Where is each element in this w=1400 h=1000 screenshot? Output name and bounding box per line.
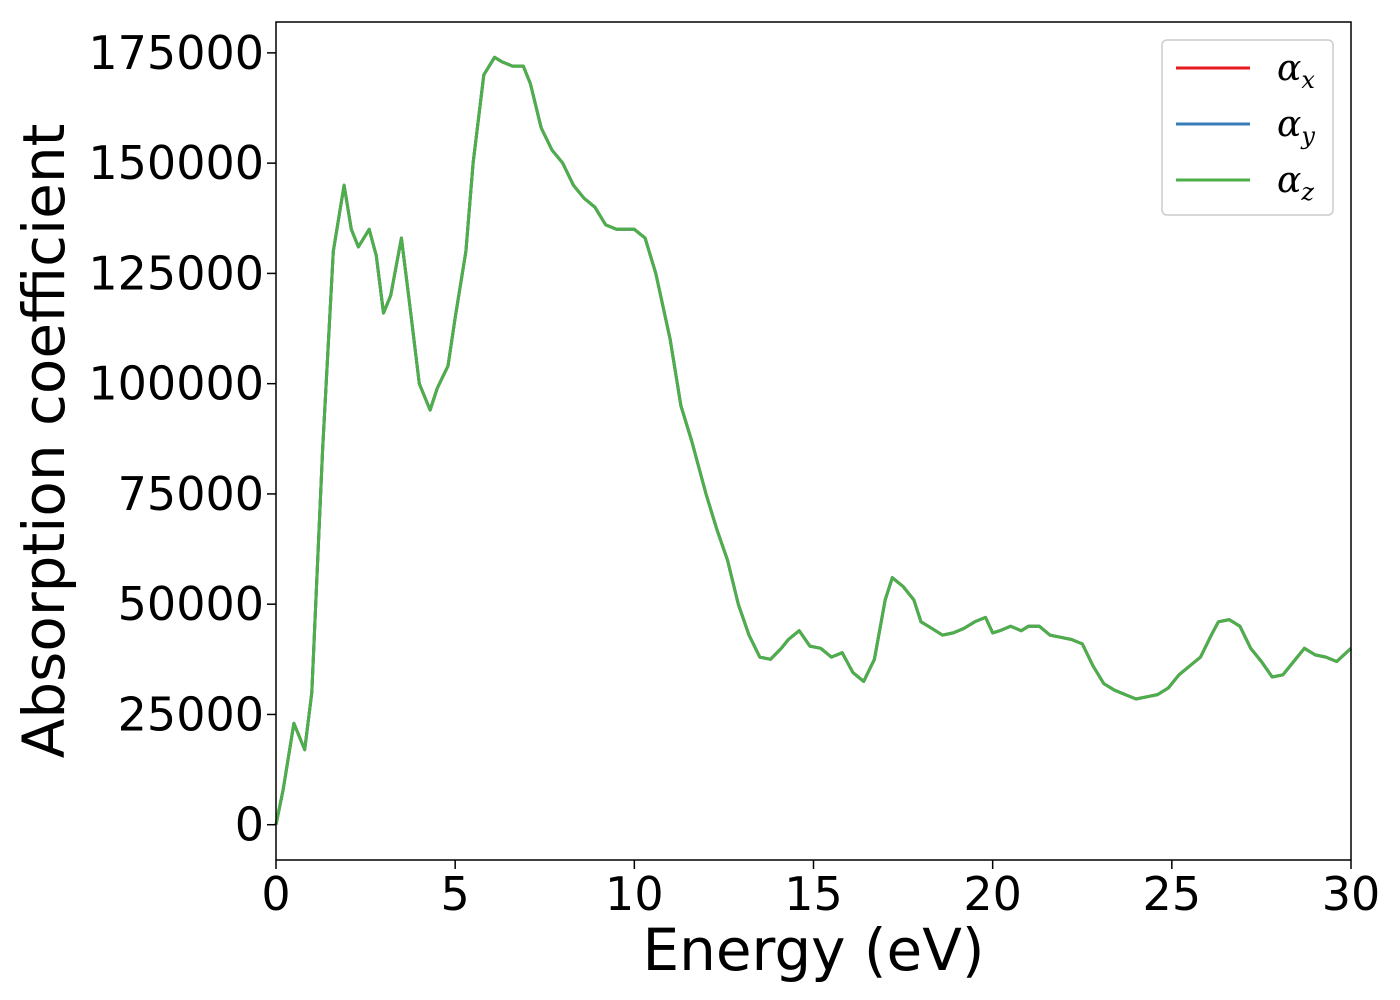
y-tick-label: 100000 bbox=[88, 357, 264, 411]
legend-label-y: αy bbox=[1277, 104, 1315, 150]
y-axis-title: Absorption coefficient bbox=[10, 124, 78, 759]
x-tick-label: 25 bbox=[1143, 867, 1202, 921]
series-line-z bbox=[274, 55, 1353, 825]
y-tick-label: 0 bbox=[235, 798, 264, 852]
x-tick-label: 15 bbox=[784, 867, 843, 921]
x-tick-label: 20 bbox=[963, 867, 1022, 921]
series-group bbox=[274, 55, 1353, 825]
x-tick-label: 0 bbox=[261, 867, 290, 921]
y-tick-label: 125000 bbox=[88, 246, 264, 300]
legend-box bbox=[1161, 39, 1334, 216]
legend: αx αy αz bbox=[1161, 39, 1334, 216]
y-tick-label: 150000 bbox=[88, 136, 264, 190]
x-tick-label: 10 bbox=[605, 867, 664, 921]
y-tick-label: 50000 bbox=[118, 577, 264, 631]
x-tick-label: 30 bbox=[1322, 867, 1381, 921]
y-tick-label: 25000 bbox=[118, 687, 264, 741]
y-tick-label: 175000 bbox=[88, 26, 264, 80]
legend-label-z: αz bbox=[1277, 160, 1314, 206]
y-tick-label: 75000 bbox=[118, 467, 264, 521]
ticks-group: 0 5 10 15 20 25 30 0 25000 50000 75000 100000 125000… bbox=[88, 26, 1380, 921]
x-tick-label: 5 bbox=[441, 867, 470, 921]
x-axis-title: Energy (eV) bbox=[642, 916, 984, 984]
legend-label-x: αx bbox=[1277, 48, 1315, 94]
